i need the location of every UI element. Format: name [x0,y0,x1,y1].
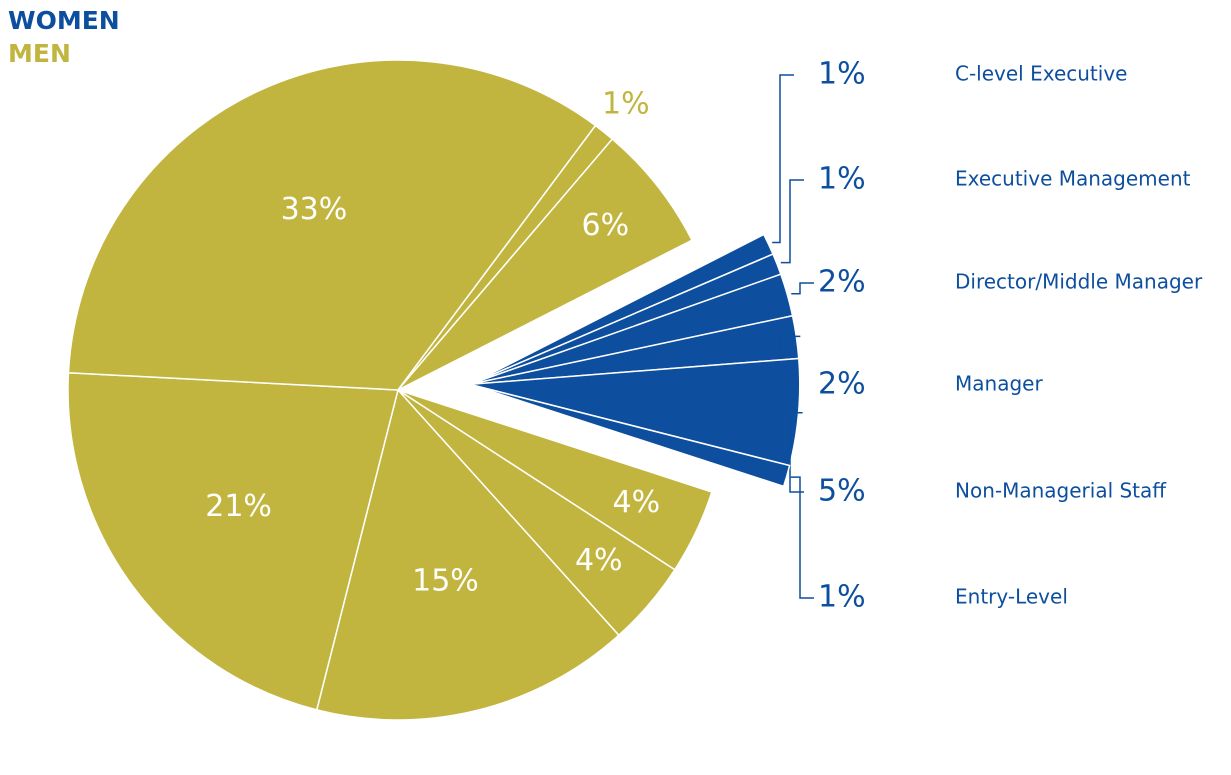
men-slice [67,371,399,711]
women-category: Non-Managerial Staff [955,479,1167,503]
men-value-label: 4% [575,543,623,578]
women-category: Executive Management [955,167,1191,191]
women-value-label: 2% [818,265,866,300]
men-value-label: 1% [602,86,650,121]
women-slice [469,383,791,488]
men-slice [315,388,620,721]
connector [791,282,814,295]
women-category: Director/Middle Manager [955,270,1203,294]
men-slice [67,59,597,391]
connector [790,476,814,599]
legend-women: WOMEN [8,6,120,35]
women-value-label: 2% [818,367,866,402]
women-category: C-level Executive [955,62,1127,86]
women-value-label: 5% [818,474,866,509]
men-value-label: 21% [205,489,272,524]
men-value-label: 6% [582,208,630,243]
women-category: Manager [955,372,1043,396]
men-value-label: 33% [281,192,348,227]
connector [789,411,804,493]
connector [780,179,804,264]
men-slice [397,138,694,391]
women-category: Entry-Level [955,585,1068,609]
legend-men: MEN [8,39,71,68]
men-value-label: 4% [612,485,660,520]
connector [772,74,794,244]
women-value-label: 1% [818,162,866,197]
women-value-label: 1% [818,57,866,92]
men-value-label: 15% [412,564,479,599]
women-value-label: 1% [818,580,866,615]
